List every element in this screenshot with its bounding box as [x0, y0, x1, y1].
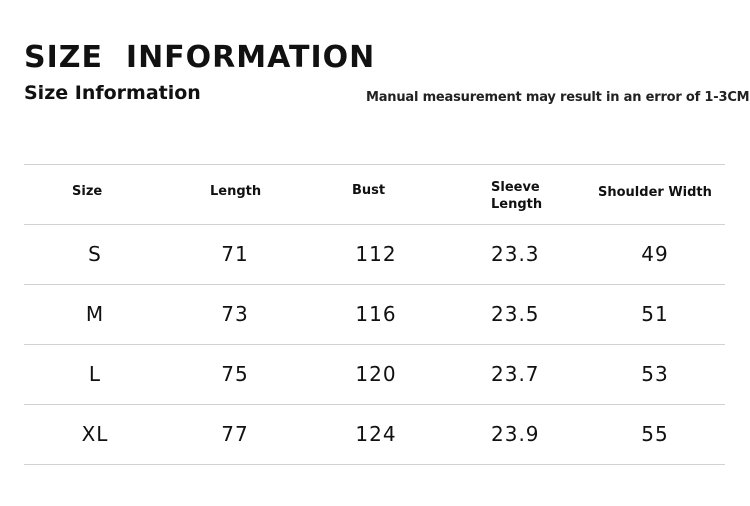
measurement-note: Manual measurement may result in an erro…	[366, 90, 750, 105]
header-length: Length	[210, 184, 262, 199]
row-divider	[24, 404, 725, 405]
cell-sleeve-length: 23.9	[491, 422, 540, 446]
header-sleeve-line2: Length	[491, 197, 543, 212]
row-divider	[24, 284, 725, 285]
cell-sleeve-length: 23.3	[491, 242, 540, 266]
table-header-divider	[24, 224, 725, 225]
row-divider	[24, 344, 725, 345]
page-subtitle: Size Information	[24, 82, 201, 104]
table-bottom-divider	[24, 464, 725, 465]
header-size: Size	[72, 184, 103, 199]
header-shoulder-width: Shoulder Width	[598, 185, 712, 200]
cell-sleeve-length: 23.5	[491, 302, 540, 326]
header-sleeve-length: Sleeve Length	[491, 179, 542, 213]
page-title: SIZE INFORMATION	[24, 40, 376, 75]
header-bust: Bust	[352, 183, 386, 198]
cell-sleeve-length: 23.7	[491, 362, 540, 386]
table-top-divider	[24, 164, 725, 165]
header-sleeve-line1: Sleeve	[491, 180, 540, 195]
